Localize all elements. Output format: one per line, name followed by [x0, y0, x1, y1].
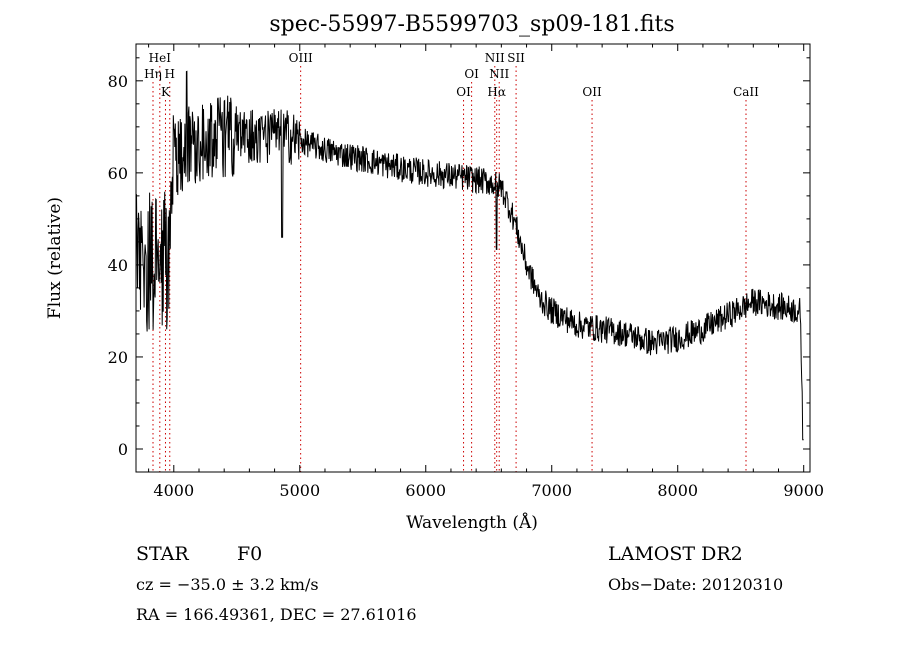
observation-date: Obs−Date: 20120310	[608, 575, 783, 594]
redshift-velocity: cz = −35.0 ± 3.2 km/s	[136, 575, 319, 594]
spectral-line-label: Hη	[144, 67, 162, 81]
plot-frame	[135, 43, 811, 473]
x-tick-label: 5000	[279, 481, 320, 500]
x-axis-label: Wavelength (Å)	[406, 512, 538, 533]
x-tick-label: 4000	[153, 481, 194, 500]
object-class: STAR	[136, 543, 189, 565]
y-tick-label: 0	[118, 440, 128, 459]
coordinates: RA = 166.49361, DEC = 27.61016	[136, 605, 417, 624]
y-tick-label: 40	[108, 256, 128, 275]
spectral-line-label: OI	[456, 85, 471, 99]
spectral-line-label: K	[161, 85, 171, 99]
spectral-line-label: HeI	[149, 51, 172, 65]
x-tick-label: 6000	[405, 481, 446, 500]
spectrum-series-line	[135, 70, 804, 441]
spectral-line-label: OIII	[289, 51, 313, 65]
spectral-line-label: Hα	[487, 85, 506, 99]
x-tick-label: 8000	[657, 481, 698, 500]
x-tick-label: 9000	[783, 481, 824, 500]
spectral-line-label: OI	[464, 67, 479, 81]
y-tick-label: 80	[108, 72, 128, 91]
survey-name: LAMOST DR2	[608, 543, 743, 565]
spectral-line-label: NII	[485, 51, 505, 65]
spectral-line-label: CaII	[733, 85, 759, 99]
axis-ticks: 4000 5000 6000 7000 8000 9000 0 20 40 60 80	[108, 44, 824, 500]
chart-title: spec-55997-B5599703_sp09-181.fits	[269, 12, 674, 37]
x-tick-label: 7000	[531, 481, 572, 500]
spectral-line-label: SII	[507, 51, 525, 65]
object-subclass: F0	[237, 543, 262, 565]
y-axis-label: Flux (relative)	[45, 197, 65, 319]
y-tick-label: 60	[108, 164, 128, 183]
spectral-line-label: H	[165, 67, 175, 81]
spectral-line-label: OII	[582, 85, 602, 99]
y-tick-label: 20	[108, 348, 128, 367]
spectral-line-label: NII	[489, 67, 509, 81]
